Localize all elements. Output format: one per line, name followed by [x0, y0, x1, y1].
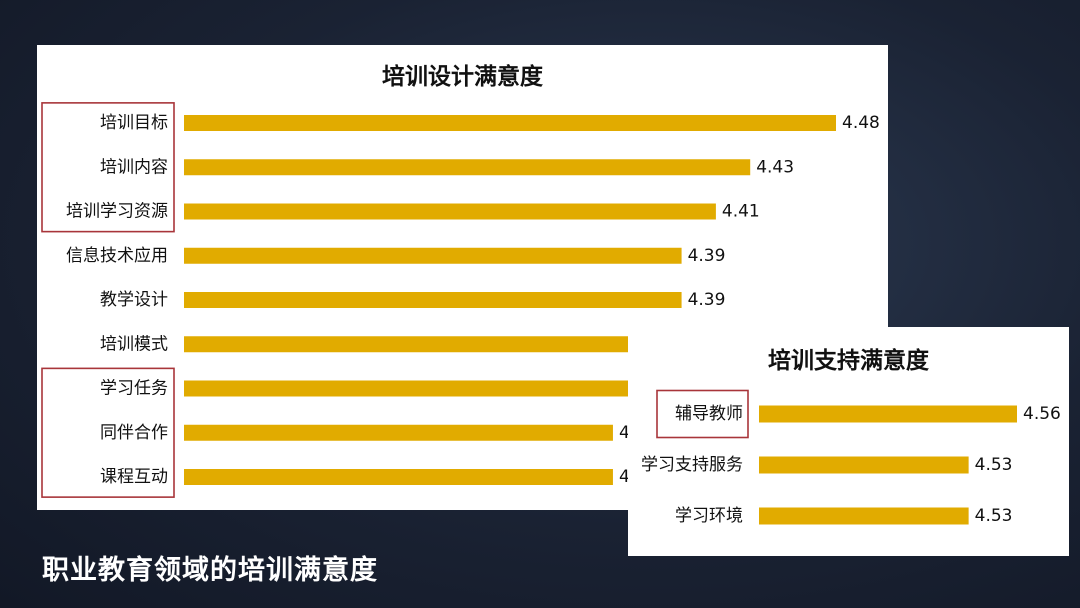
bar: [759, 507, 969, 525]
category-label: 教学设计: [100, 290, 168, 310]
bar: [184, 380, 665, 397]
value-label: 4.41: [722, 202, 760, 222]
value-label: 4.53: [975, 506, 1013, 526]
bar: [184, 424, 613, 441]
bar: [184, 469, 613, 485]
category-label: 课程互动: [100, 467, 168, 487]
value-label: 4.43: [756, 157, 794, 177]
bar: [184, 247, 682, 264]
bar: [759, 405, 1017, 423]
highlight-box: [41, 102, 175, 233]
bar: [184, 115, 836, 131]
category-label: 培训学习资源: [66, 202, 168, 222]
support-satisfaction-panel: 培训支持满意度 辅导教师 4.56 学习支持服务 4.53 学习环境 4.53: [628, 327, 1069, 556]
category-label: 培训内容: [100, 157, 168, 177]
bar: [184, 159, 751, 176]
bar: [184, 336, 665, 353]
support-satisfaction-title: 培训支持满意度: [768, 348, 929, 374]
category-label: 学习支持服务: [641, 455, 743, 475]
design-satisfaction-title: 培训设计满意度: [382, 64, 543, 90]
design-satisfaction-chart: 培训目标 4.48 培训内容 4.43 培训学习资源 4.41 信息技术应用 4.39 教学设计…: [41, 102, 880, 498]
bar: [184, 292, 682, 308]
category-label: 培训模式: [100, 334, 168, 354]
category-label: 学习任务: [100, 379, 168, 399]
value-label: 4.56: [1023, 404, 1061, 424]
category-label: 同伴合作: [100, 423, 168, 443]
category-label: 学习环境: [675, 506, 743, 526]
highlight-box: [41, 367, 175, 498]
value-label: 4.53: [975, 455, 1013, 475]
support-satisfaction-chart: 辅导教师 4.56 学习支持服务 4.53 学习环境 4.53: [641, 389, 1061, 526]
category-label: 辅导教师: [675, 404, 743, 424]
design-satisfaction-panel: 培训设计满意度 培训目标 4.48 培训内容 4.43 培训学习资源 4.41 信息技术应用…: [37, 45, 888, 510]
category-label: 培训目标: [100, 113, 168, 133]
highlight-box: [656, 389, 749, 439]
bar: [184, 203, 716, 220]
value-label: 4.39: [688, 290, 726, 310]
value-label: 4.48: [842, 113, 880, 133]
page-title: 职业教育领域的培训满意度: [42, 555, 378, 586]
category-label: 信息技术应用: [66, 246, 168, 266]
bar: [759, 456, 969, 474]
value-label: 4.39: [688, 246, 726, 266]
